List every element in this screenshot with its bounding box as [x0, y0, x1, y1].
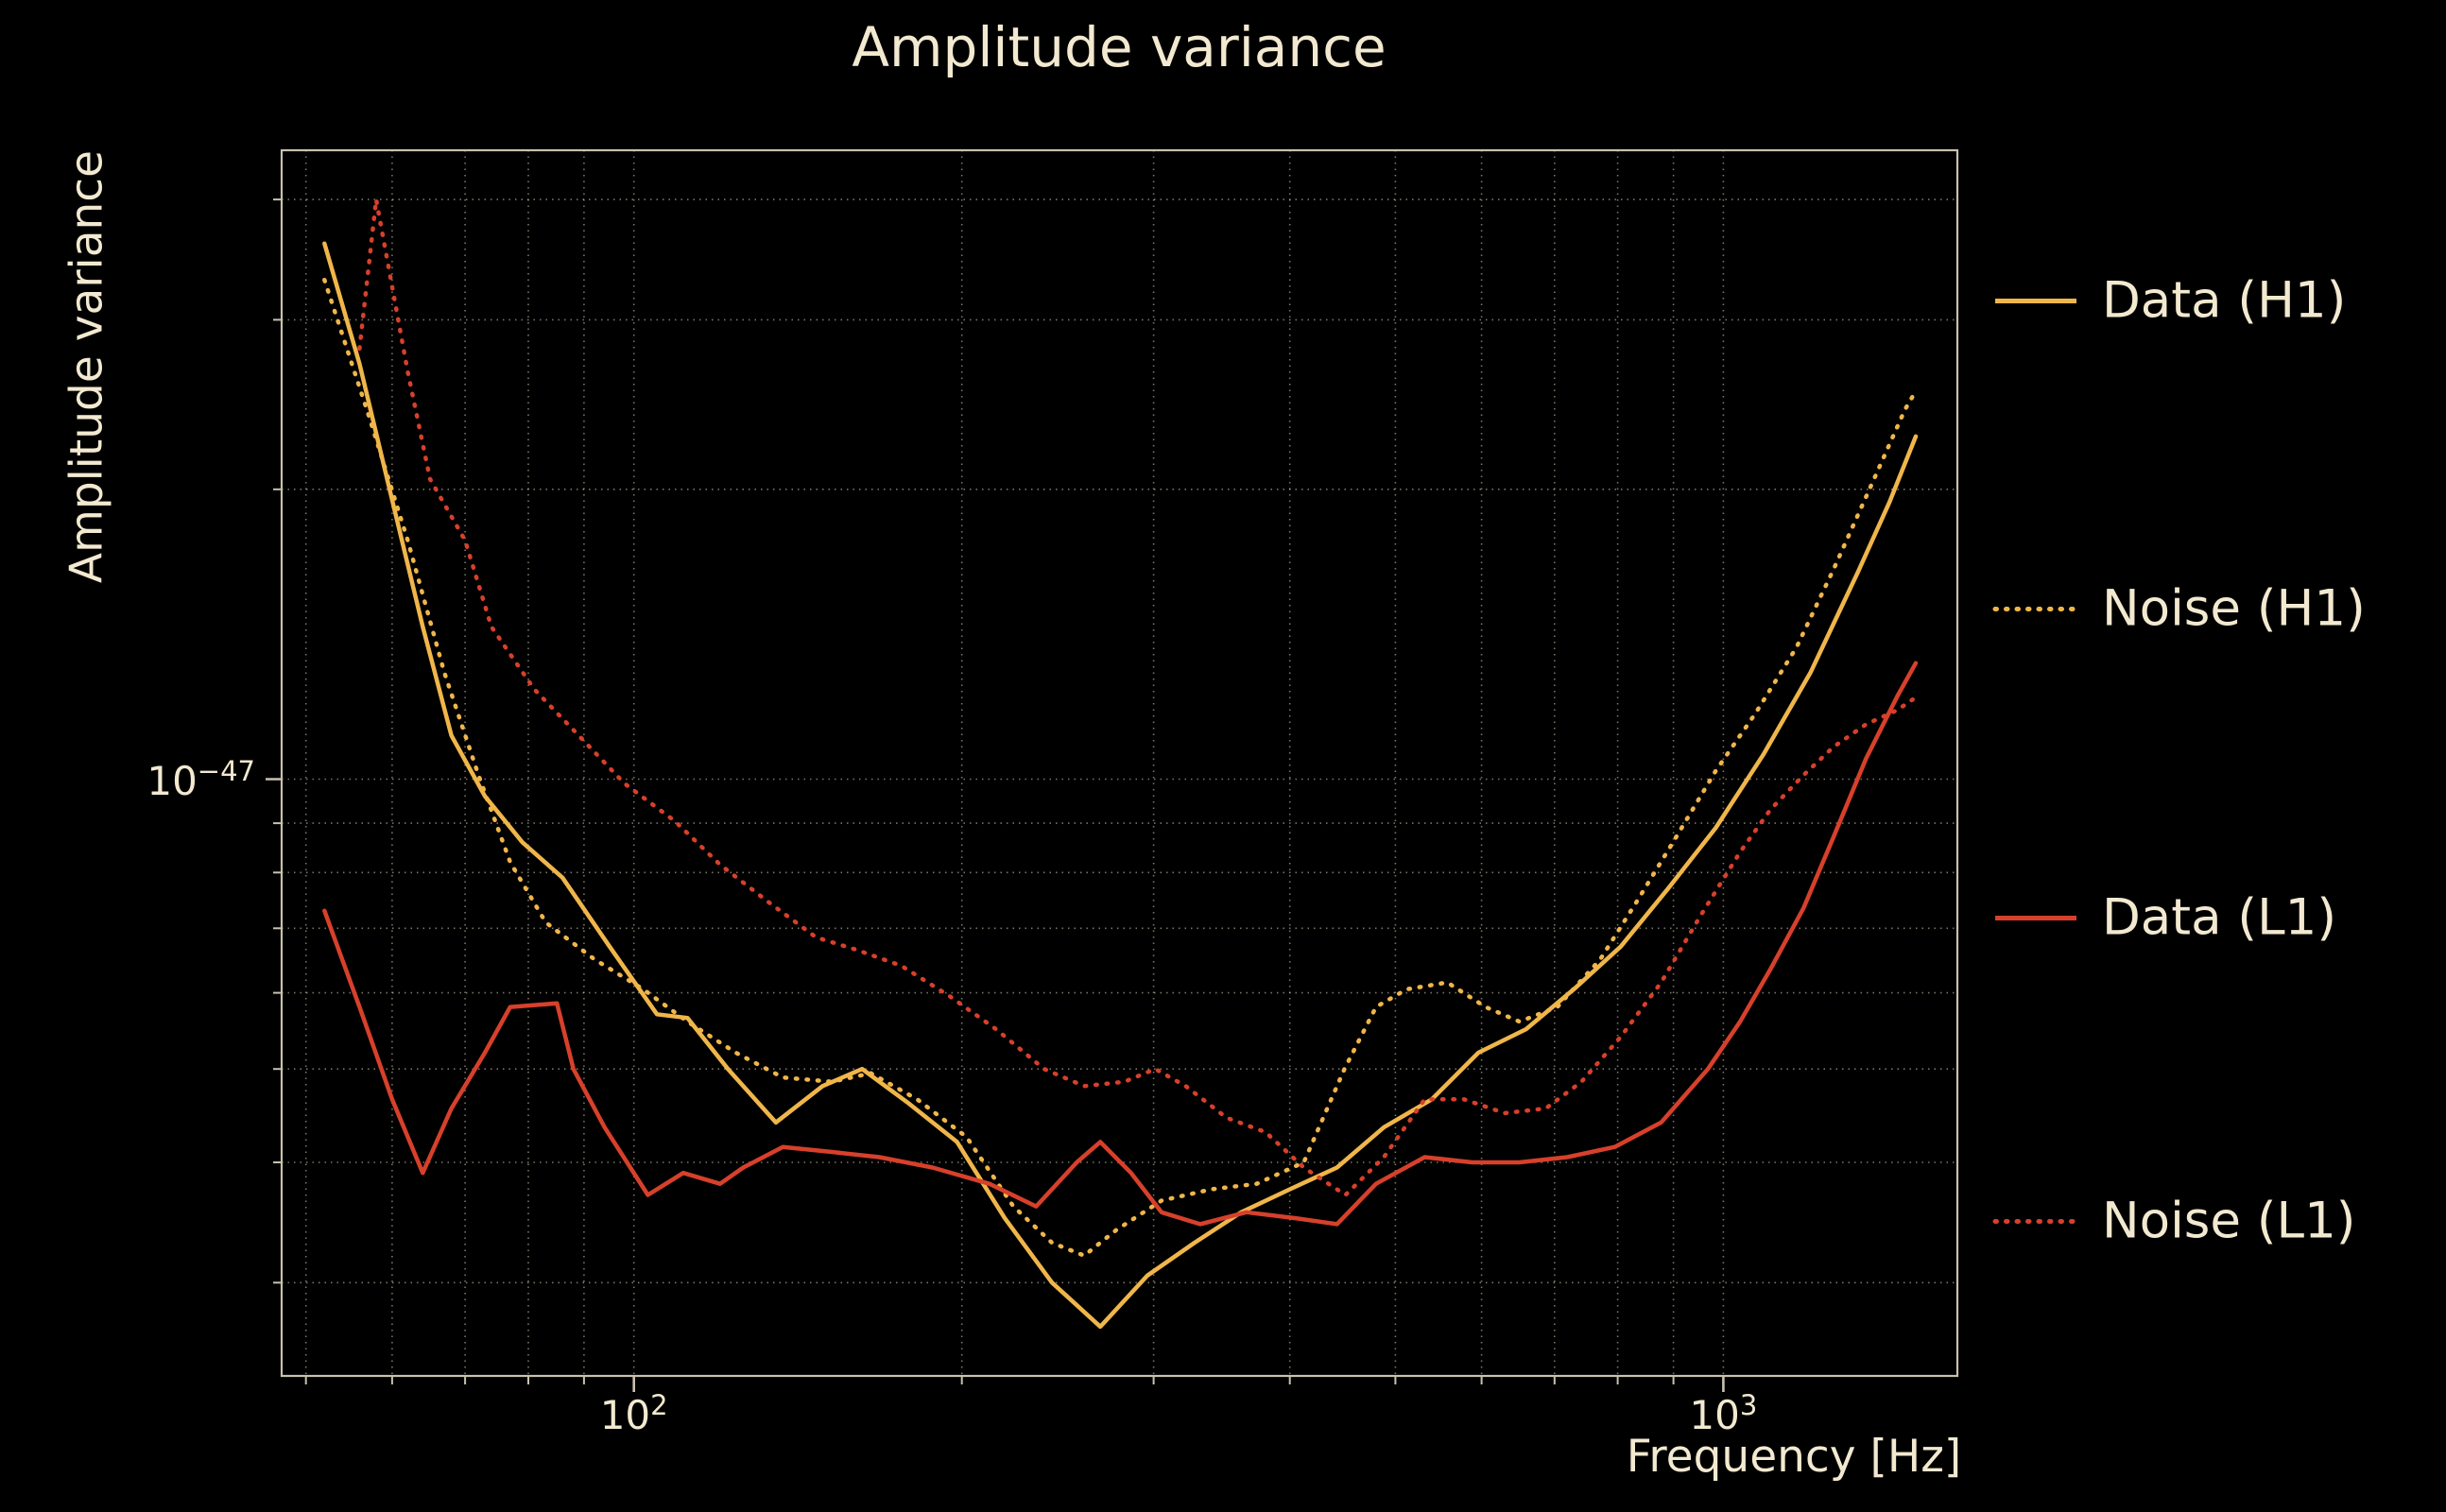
- legend-entry-data-h1: Data (H1): [1992, 272, 2346, 330]
- x-axis-label: Frequency [Hz]: [1626, 1431, 1962, 1483]
- legend-label: Data (H1): [2102, 271, 2347, 330]
- legend-line-noise-h1: [1992, 606, 2079, 611]
- legend-entry-noise-l1: Noise (L1): [1992, 1193, 2355, 1250]
- series-noise-h1: [322, 277, 1919, 1259]
- legend-entry-noise-h1: Noise (H1): [1992, 580, 2366, 638]
- legend-entry-data-l1: Data (L1): [1992, 889, 2336, 947]
- legend-line-data-h1: [1995, 298, 2076, 303]
- x-tick-base: 10: [1689, 1392, 1740, 1438]
- series-data-l1: [322, 661, 1919, 1227]
- x-tick-label-1000: 103: [1689, 1389, 1757, 1438]
- y-tick-exp: −47: [197, 754, 255, 787]
- legend-label: Data (L1): [2102, 888, 2336, 947]
- y-tick-base: 10: [146, 757, 198, 804]
- x-tick-exp: 2: [650, 1389, 668, 1421]
- legend-line-noise-l1: [1992, 1218, 2079, 1224]
- series-noise-l1: [357, 198, 1915, 1198]
- legend-label: Noise (H1): [2102, 579, 2366, 638]
- x-tick-exp: 3: [1739, 1389, 1758, 1421]
- series-data-h1: [322, 241, 1919, 1330]
- chart-title: Amplitude variance: [852, 15, 1387, 79]
- x-tick-base: 10: [599, 1392, 651, 1438]
- y-tick-label-1e-47: 10−47: [95, 755, 255, 804]
- x-tick-label-100: 102: [600, 1389, 668, 1438]
- legend-line-data-l1: [1995, 915, 2076, 920]
- legend-label: Noise (L1): [2102, 1192, 2356, 1250]
- axes-frame: [280, 148, 1959, 1378]
